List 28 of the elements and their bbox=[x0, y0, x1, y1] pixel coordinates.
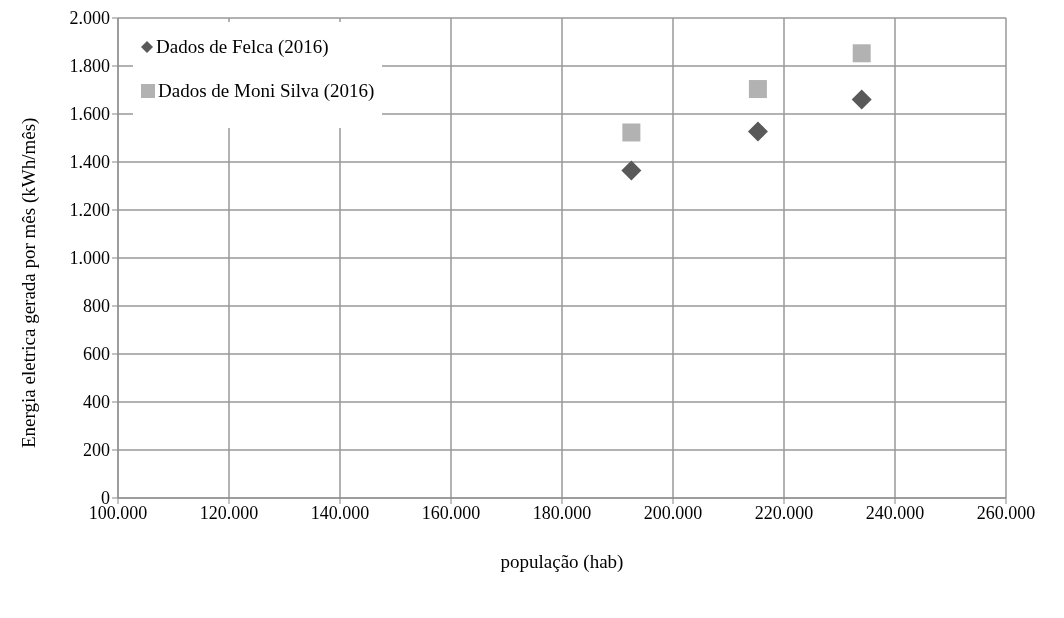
x-tick-label: 140.000 bbox=[310, 502, 370, 523]
x-tick-label: 160.000 bbox=[421, 502, 481, 523]
y-tick-label: 2.000 bbox=[69, 8, 110, 29]
y-tick-label: 1.800 bbox=[69, 56, 110, 77]
y-tick-label: 1.600 bbox=[69, 104, 110, 125]
y-tick-label: 1.400 bbox=[69, 152, 110, 173]
y-tick-label: 1.200 bbox=[69, 200, 110, 221]
legend-label: Dados de Felca (2016) bbox=[156, 36, 329, 58]
x-tick-label: 260.000 bbox=[976, 502, 1036, 523]
point bbox=[851, 89, 872, 110]
point bbox=[747, 121, 768, 142]
x-tick-label: 120.000 bbox=[199, 502, 259, 523]
point bbox=[852, 44, 871, 63]
x-tick-label: 180.000 bbox=[532, 502, 592, 523]
point bbox=[622, 123, 641, 142]
y-tick-label: 1.000 bbox=[69, 248, 110, 269]
x-tick-label: 240.000 bbox=[865, 502, 925, 523]
y-tick-label: 800 bbox=[83, 296, 110, 317]
x-tick-label: 200.000 bbox=[643, 502, 703, 523]
x-axis-title: população (hab) bbox=[500, 551, 624, 573]
point bbox=[748, 80, 767, 99]
y-tick-label: 200 bbox=[83, 440, 110, 461]
x-tick-label: 220.000 bbox=[754, 502, 814, 523]
y-tick-label: 600 bbox=[83, 344, 110, 365]
y-tick-label: 400 bbox=[83, 392, 110, 413]
legend-label: Dados de Moni Silva (2016) bbox=[158, 80, 375, 102]
y-axis-title: Energia eletrica gerada por mês (kWh/mês) bbox=[17, 117, 40, 448]
point bbox=[621, 160, 642, 181]
